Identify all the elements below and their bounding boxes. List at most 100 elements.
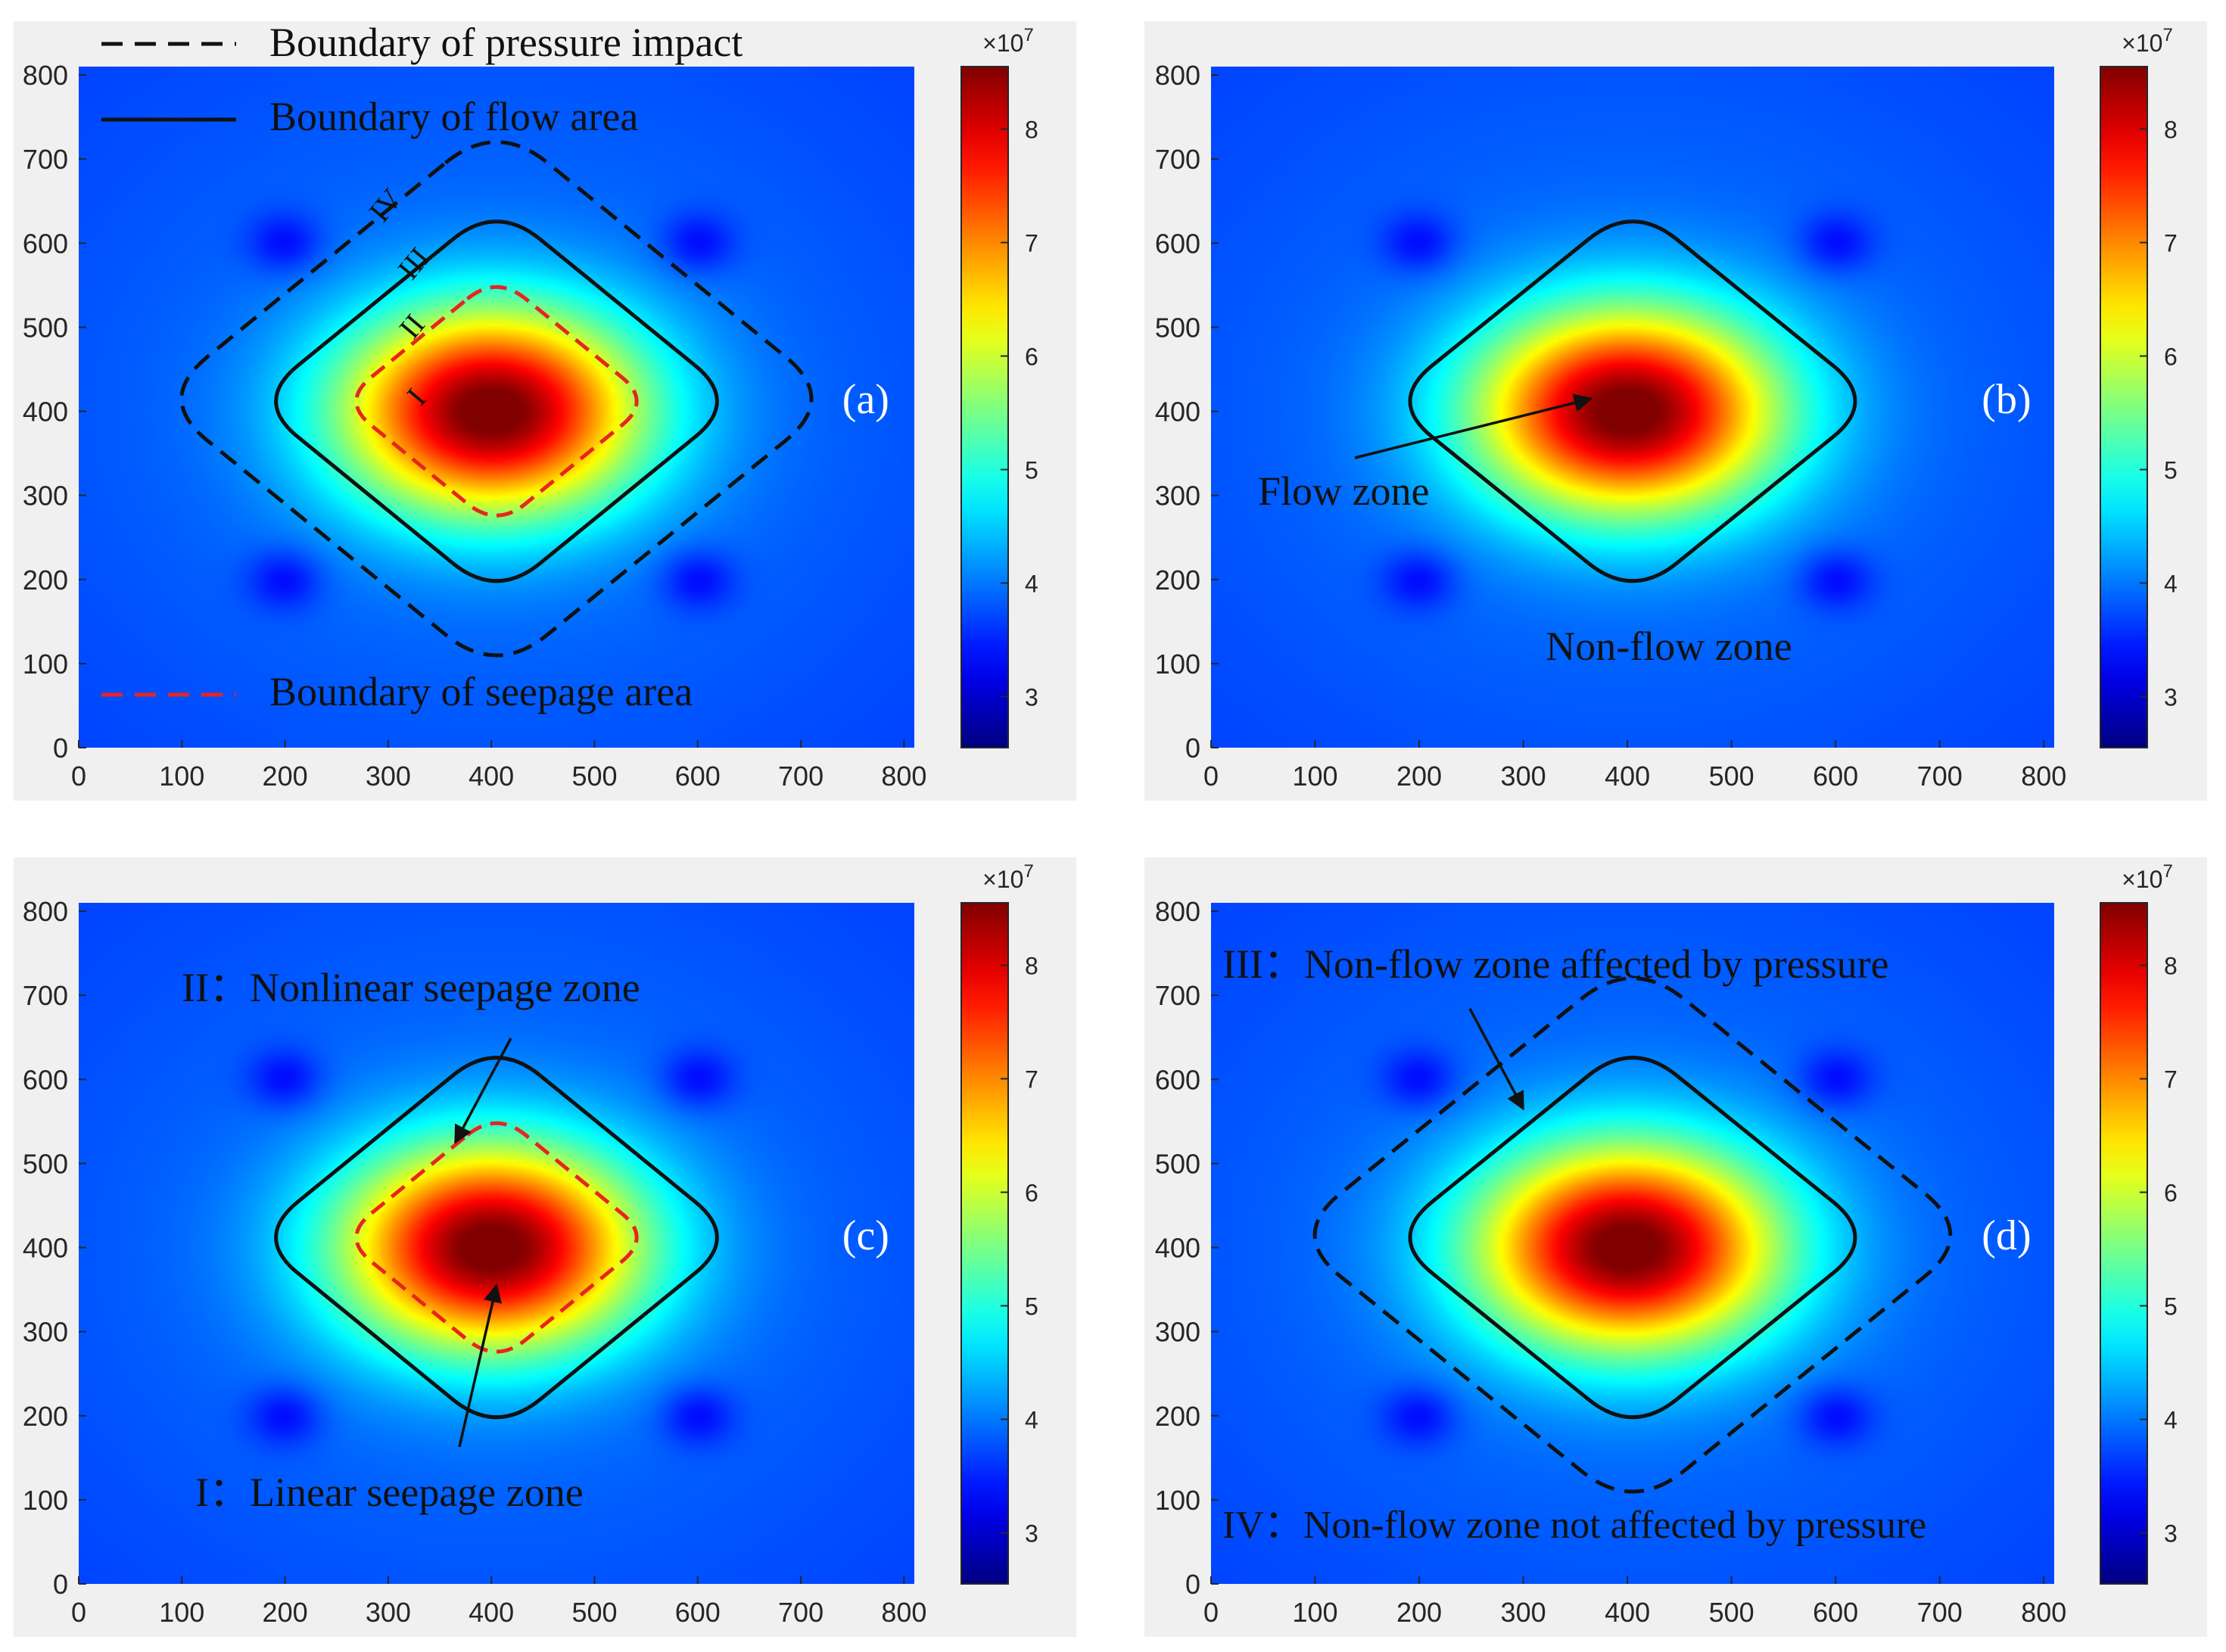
legend-label-1: Boundary of flow area [269,94,638,139]
colorbar-tick-label: 3 [1025,1520,1038,1548]
colorbar-tick-label: 5 [2164,1293,2178,1321]
y-tick-label: 0 [53,1569,68,1600]
boundary-pressure-impact [179,140,814,658]
arrow-affected-by-pressure [1468,1008,1525,1111]
x-tick-label: 400 [469,761,514,792]
x-tick-label: 600 [675,761,721,792]
boundary-pressure-impact [1312,976,1953,1494]
x-tick-label: 700 [1917,1597,1963,1628]
annotation-linear-seepage: I：Linear seepage zone [195,1470,584,1515]
y-tick-label: 700 [23,144,68,175]
colorbar-tick-label: 7 [2164,230,2178,257]
y-tick-label: 300 [23,1317,68,1348]
pressure-heatmap [79,903,914,1584]
x-tick-label: 300 [1501,761,1546,792]
pressure-heatmap [1211,67,2054,748]
panel-c: 0 100 200 300 400 500 600 700 800 0 100 200 300 400 50… [14,857,1076,1637]
x-tick-label: 600 [1813,1597,1858,1628]
colorbar-exponent-power: 7 [2162,861,2172,882]
colorbar-tick-label: 3 [1025,684,1038,711]
y-tick-label: 0 [1185,1569,1200,1600]
x-tick-label: 100 [159,761,204,792]
colorbar-tick-label: 7 [1025,1066,1038,1094]
boundary-flow-area [274,1056,719,1420]
colorbar-tick-label: 4 [2164,1407,2178,1434]
colorbar-tick-label: 8 [1025,953,1038,980]
colorbar [960,902,1009,1585]
x-tick-label: 100 [1292,761,1337,792]
colorbar-tick-label: 5 [1025,457,1038,484]
colorbar-tick-label: 7 [1025,230,1038,257]
x-tick-label: 800 [2021,1597,2066,1628]
y-tick-label: 200 [1155,565,1200,596]
y-tick-label: 500 [23,312,68,343]
panel-b: 0 100 200 300 400 500 600 700 800 0 100 200 300 400 50… [1144,21,2207,801]
y-tick-label: 500 [1155,312,1200,343]
y-tick-label: 100 [23,649,68,680]
y-tick-label: 400 [1155,1233,1200,1264]
colorbar-tick-label: 6 [2164,1180,2178,1207]
y-tick-label: 100 [1155,1485,1200,1516]
y-tick-label: 0 [53,733,68,764]
y-tick-label: 200 [23,1401,68,1432]
colorbar-exponent: ×107 [2122,861,2173,893]
y-tick-label: 800 [1155,896,1200,927]
arrow-flow-zone [1354,394,1593,459]
colorbar-exponent: ×107 [982,861,1034,893]
x-tick-label: 500 [1709,1597,1754,1628]
arrow-nonlinear-seepage [453,1038,512,1144]
colorbar-exponent: ×107 [982,25,1034,57]
annotation-not-affected-by-pressure: IV：Non-flow zone not affected by pressur… [1222,1504,1926,1547]
boundary-flow-area [274,219,719,583]
x-tick-label: 500 [571,761,617,792]
colorbar-exponent-base: ×10 [982,30,1023,57]
colorbar-tick-label: 7 [2164,1066,2178,1094]
boundary-flow-area [1408,1056,1857,1420]
x-tick-label: 200 [1396,761,1442,792]
colorbar-exponent-power: 7 [1023,861,1033,882]
colorbar-exponent-power: 7 [2162,25,2172,45]
colorbar-tick-label: 3 [2164,1520,2178,1548]
colorbar-tick-label: 6 [1025,1180,1038,1207]
colorbar-tick-label: 6 [2164,344,2178,371]
y-tick-label: 200 [1155,1401,1200,1432]
colorbar-tick-label: 5 [1025,1293,1038,1321]
colorbar-tick-label: 4 [1025,1407,1038,1434]
annotation-non-flow-zone: Non-flow zone [1546,624,1792,669]
colorbar-exponent-base: ×10 [2122,866,2162,893]
colorbar-tick-label: 5 [2164,457,2178,484]
y-tick-label: 500 [1155,1148,1200,1179]
x-tick-label: 100 [1292,1597,1337,1628]
x-tick-label: 800 [2021,761,2066,792]
y-tick-label: 400 [23,397,68,428]
y-tick-label: 600 [23,228,68,259]
x-tick-label: 300 [366,1597,411,1628]
colorbar-tick-label: 4 [1025,571,1038,598]
colorbar [960,66,1009,748]
colorbar-tick-label: 3 [2164,684,2178,711]
colorbar-tick-label: 8 [2164,953,2178,980]
x-tick-label: 200 [263,1597,308,1628]
pressure-heatmap [79,67,914,748]
annotation-affected-by-pressure: III：Non-flow zone affected by pressure [1222,941,1889,987]
x-tick-label: 200 [263,761,308,792]
x-tick-label: 0 [1203,761,1219,792]
x-tick-label: 0 [71,1597,86,1628]
colorbar [2100,902,2148,1585]
x-tick-label: 600 [675,1597,721,1628]
x-tick-label: 200 [1396,1597,1442,1628]
y-tick-label: 600 [23,1064,68,1095]
colorbar-exponent-base: ×10 [982,866,1023,893]
y-tick-label: 500 [23,1148,68,1179]
y-tick-label: 600 [1155,228,1200,259]
x-tick-label: 800 [881,761,926,792]
colorbar-tick-label: 8 [1025,117,1038,144]
y-tick-label: 300 [23,481,68,512]
panel-label: (c) [842,1212,889,1259]
annotation-nonlinear-seepage: II：Nonlinear seepage zone [182,965,640,1010]
y-tick-label: 800 [23,60,68,91]
x-tick-label: 700 [1917,761,1963,792]
x-tick-label: 100 [159,1597,204,1628]
x-tick-label: 800 [881,1597,926,1628]
